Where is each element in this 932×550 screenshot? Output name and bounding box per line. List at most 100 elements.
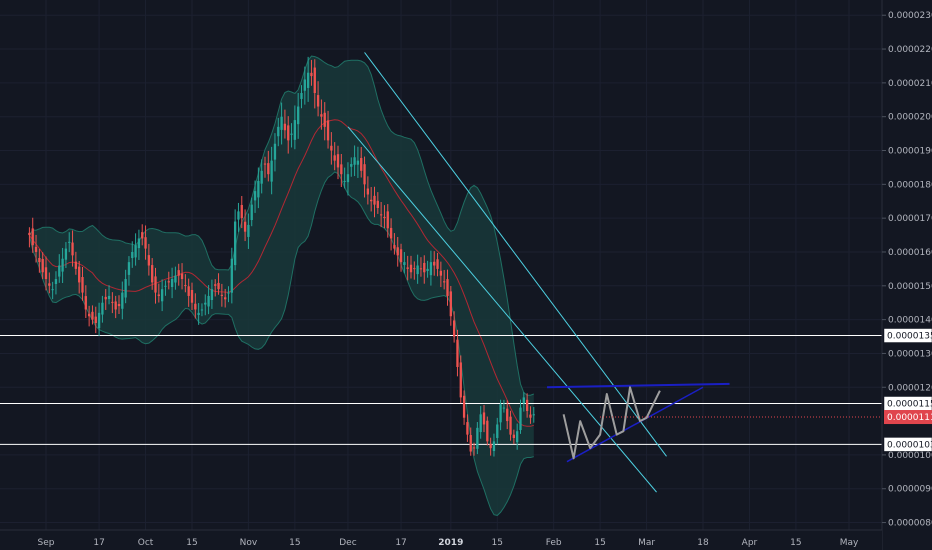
candle-body[interactable] (81, 277, 84, 293)
candle-body[interactable] (127, 262, 131, 275)
candle-body[interactable] (439, 270, 443, 276)
candle-body[interactable] (190, 289, 194, 303)
candle-body[interactable] (204, 302, 207, 305)
candle-body[interactable] (170, 279, 174, 287)
candle-body[interactable] (54, 279, 58, 284)
candle-body[interactable] (482, 412, 486, 425)
candle-body[interactable] (270, 160, 273, 182)
candle-body[interactable] (141, 232, 144, 239)
candle-body[interactable] (360, 158, 363, 171)
candle-body[interactable] (58, 265, 61, 277)
candle-body[interactable] (247, 224, 250, 237)
candle-body[interactable] (207, 295, 210, 307)
candle-body[interactable] (164, 285, 167, 287)
candle-body[interactable] (452, 320, 456, 337)
candle-body[interactable] (253, 191, 257, 201)
candle-body[interactable] (124, 279, 127, 298)
candle-body[interactable] (151, 265, 154, 283)
candle-body[interactable] (117, 304, 121, 307)
candle-body[interactable] (184, 285, 187, 287)
candle-body[interactable] (160, 289, 164, 302)
candle-body[interactable] (462, 395, 466, 418)
candle-body[interactable] (396, 247, 399, 256)
candle-body[interactable] (363, 164, 366, 185)
candle-body[interactable] (240, 205, 243, 219)
candle-body[interactable] (243, 221, 247, 232)
candle-body[interactable] (28, 232, 31, 236)
candle-body[interactable] (104, 296, 107, 300)
candle-body[interactable] (174, 275, 177, 283)
candle-body[interactable] (300, 93, 303, 99)
candle-body[interactable] (423, 262, 426, 273)
candle-body[interactable] (134, 245, 137, 258)
candle-body[interactable] (509, 416, 512, 435)
candle-body[interactable] (157, 294, 160, 296)
candle-body[interactable] (320, 114, 323, 117)
candle-body[interactable] (356, 160, 360, 165)
candle-body[interactable] (466, 422, 469, 435)
candle-body[interactable] (316, 95, 320, 107)
candle-body[interactable] (456, 339, 459, 367)
candle-body[interactable] (91, 311, 94, 320)
candle-body[interactable] (273, 143, 277, 160)
candle-body[interactable] (260, 170, 263, 184)
trendline-drawings[interactable] (347, 52, 730, 493)
candle-body[interactable] (403, 262, 406, 265)
candle-body[interactable] (297, 106, 300, 125)
candle-body[interactable] (290, 133, 293, 135)
candle-body[interactable] (280, 116, 283, 130)
candle-body[interactable] (436, 259, 439, 269)
candle-body[interactable] (333, 155, 336, 161)
candle-body[interactable] (187, 286, 190, 296)
candle-body[interactable] (61, 258, 64, 272)
candle-body[interactable] (121, 292, 124, 309)
candle-body[interactable] (496, 424, 499, 438)
candle-body[interactable] (197, 312, 200, 316)
candle-body[interactable] (459, 362, 462, 398)
candle-body[interactable] (330, 145, 333, 151)
candle-body[interactable] (233, 221, 237, 266)
candle-body[interactable] (416, 265, 419, 275)
candle-body[interactable] (38, 257, 41, 263)
candle-body[interactable] (277, 126, 280, 137)
candle-body[interactable] (101, 302, 104, 315)
candle-body[interactable] (68, 241, 71, 243)
candle-body[interactable] (220, 294, 224, 296)
price-axis[interactable]: 0.00002300 0.00002200 0.00002100 0.00002000… (600, 0, 932, 550)
candle-body[interactable] (306, 72, 310, 88)
candles[interactable] (28, 56, 535, 457)
candle-body[interactable] (326, 120, 330, 141)
candle-body[interactable] (449, 291, 452, 317)
candle-body[interactable] (180, 273, 184, 280)
candle-body[interactable] (287, 125, 290, 141)
candle-body[interactable] (429, 262, 433, 276)
candle-body[interactable] (516, 431, 519, 443)
candle-body[interactable] (522, 397, 525, 404)
candle-body[interactable] (107, 295, 111, 300)
candle-body[interactable] (167, 281, 170, 283)
candle-body[interactable] (111, 301, 114, 303)
candle-body[interactable] (383, 216, 386, 219)
candle-body[interactable] (479, 414, 482, 433)
candle-body[interactable] (426, 268, 429, 272)
candle-body[interactable] (446, 279, 449, 296)
candle-body[interactable] (94, 316, 97, 324)
candle-body[interactable] (217, 282, 220, 290)
candle-body[interactable] (353, 157, 356, 165)
candle-body[interactable] (131, 251, 134, 258)
candle-body[interactable] (147, 255, 151, 266)
candle-body[interactable] (48, 283, 51, 286)
neckline-horizontal[interactable] (547, 382, 730, 389)
candle-body[interactable] (373, 195, 376, 205)
candle-body[interactable] (310, 72, 313, 77)
candle-body[interactable] (413, 268, 416, 270)
candle-body[interactable] (489, 444, 492, 449)
candle-body[interactable] (313, 67, 316, 94)
candle-body[interactable] (502, 407, 506, 409)
candle-body[interactable] (336, 154, 340, 168)
candle-body[interactable] (386, 211, 389, 229)
candle-body[interactable] (486, 420, 489, 442)
candle-body[interactable] (492, 441, 496, 452)
candle-body[interactable] (71, 242, 74, 256)
candle-body[interactable] (476, 427, 479, 449)
